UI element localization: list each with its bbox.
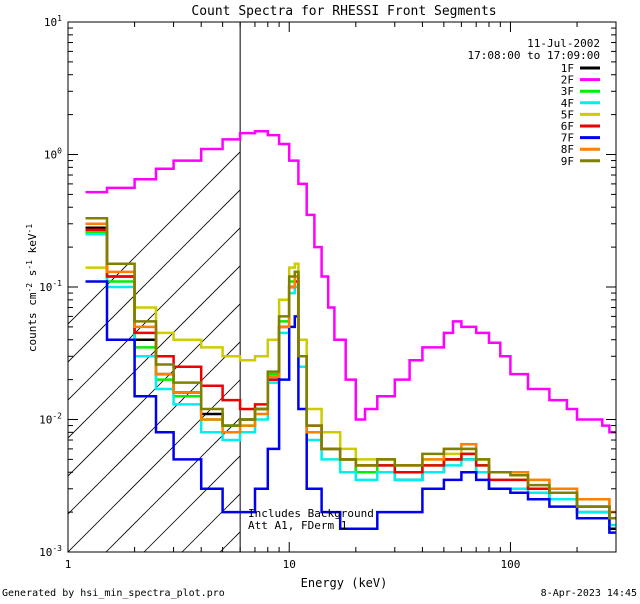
y-axis-label: counts cm-2 s-1 keV-1 [25, 224, 39, 352]
legend-label-2F: 2F [561, 74, 574, 87]
x-tick-label: 10 [283, 558, 296, 571]
legend-time-range: 17:08:00 to 17:09:00 [468, 49, 600, 62]
series-line-1F [85, 226, 616, 530]
hatch-line [68, 303, 241, 477]
legend-label-9F: 9F [561, 155, 574, 168]
series-line-7F [85, 280, 616, 534]
hatch-line [68, 189, 241, 363]
footer-generated-by: Generated by hsi_min_spectra_plot.pro [2, 588, 225, 599]
x-axis-label: Energy (keV) [301, 576, 388, 590]
footer-timestamp: 8-Apr-2023 14:45 [541, 588, 637, 599]
hatch-line [68, 227, 241, 401]
legend-label-4F: 4F [561, 97, 574, 110]
series-line-8F [85, 222, 616, 514]
x-tick-label: 1 [65, 558, 72, 571]
legend-label-1F: 1F [561, 62, 574, 75]
series-line-2F [85, 129, 616, 434]
hatch-line [68, 379, 241, 552]
hatch-line [68, 151, 241, 325]
chart-title: Count Spectra for RHESSI Front Segments [191, 4, 496, 19]
hatch-line [143, 455, 241, 552]
legend-label-8F: 8F [561, 143, 574, 156]
axes: 1 10 100 10-3 10-2 10-1 100 101 counts cm-2 s-1 … [25, 14, 617, 571]
y-tick-label: 10-1 [39, 279, 62, 294]
y-tick-label: 101 [44, 14, 62, 29]
text-group: Count Spectra for RHESSI Front Segments … [2, 4, 637, 599]
series-line-9F [85, 217, 616, 520]
legend-label-3F: 3F [561, 85, 574, 98]
series-group [85, 129, 616, 534]
y-tick-label: 10-2 [39, 412, 62, 427]
annotation-background: Includes Background [248, 507, 374, 520]
legend-date: 11-Jul-2002 [527, 37, 600, 50]
y-tick-label: 100 [44, 147, 62, 162]
hatch-line [68, 341, 241, 515]
legend-label-6F: 6F [561, 120, 574, 133]
y-tick-label: 10-3 [39, 544, 62, 559]
hatch-lines [68, 151, 241, 552]
x-tick-label: 100 [501, 558, 521, 571]
hatched-region [68, 22, 241, 552]
hatch-line [105, 417, 241, 552]
legend-label-7F: 7F [561, 132, 574, 145]
legend-label-5F: 5F [561, 108, 574, 121]
annotation-attenuator: Att A1, FDerm 1 [248, 519, 347, 532]
hatch-line [68, 265, 241, 439]
